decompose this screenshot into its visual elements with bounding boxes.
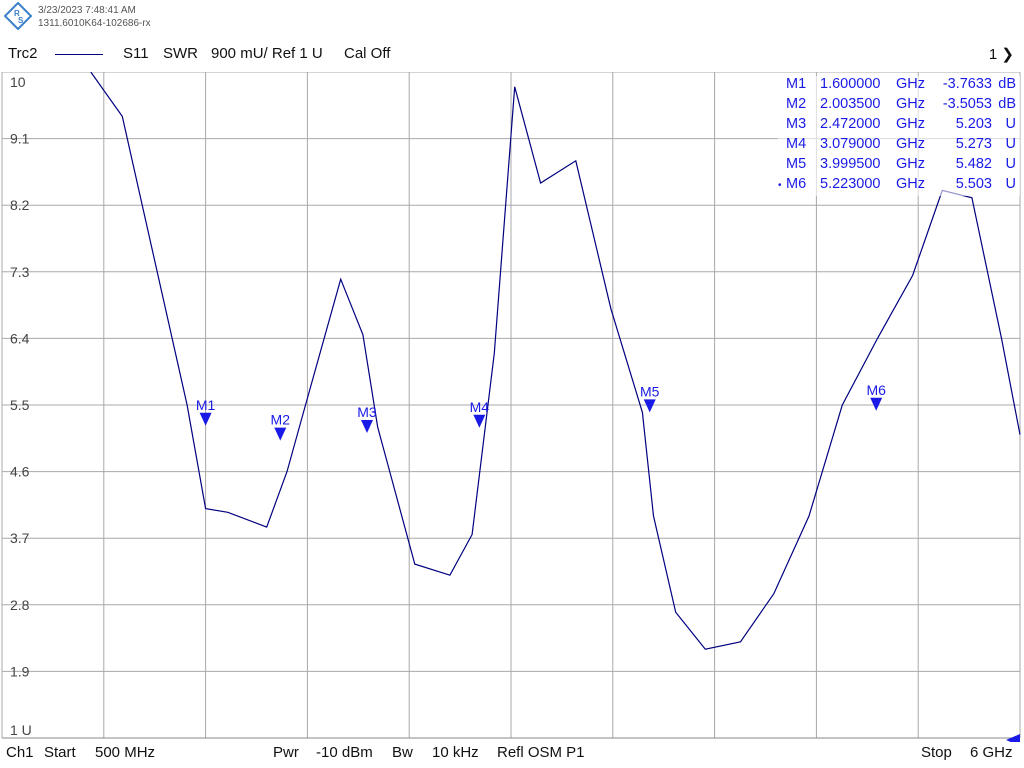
trace-parameter[interactable]: S11 (123, 45, 149, 62)
y-tick-label: 1.9 (10, 663, 30, 679)
marker-row[interactable]: M2 2.003500 GHz -3.5053 dB (778, 96, 1020, 116)
marker-name: M3 (786, 116, 807, 132)
marker-frequency-unit: GHz (896, 176, 925, 192)
timestamp: 3/23/2023 7:48:41 AM (38, 5, 136, 16)
marker-row[interactable]: M5 3.999500 GHz 5.482 U (778, 156, 1020, 176)
marker-triangle (274, 427, 287, 441)
footer-pwr-label: Pwr (273, 744, 299, 761)
marker-frequency: 5.223000 (820, 176, 881, 192)
y-tick-label: 4.6 (10, 464, 30, 480)
marker-name: M5 (786, 156, 807, 172)
rohde-schwarz-logo: R S (4, 2, 32, 30)
marker-frequency: 2.003500 (820, 96, 881, 112)
marker-value: -3.7633 (942, 76, 992, 92)
marker-name: M4 (786, 136, 807, 152)
marker-frequency-unit: GHz (896, 96, 925, 112)
y-tick-label: 5.5 (10, 397, 30, 413)
y-tick-label: 1 U (10, 722, 32, 738)
marker-value-unit: U (1005, 136, 1016, 152)
svg-text:R: R (14, 9, 20, 18)
marker-frequency: 3.999500 (820, 156, 881, 172)
marker-triangle (643, 399, 656, 413)
marker-triangle (199, 412, 212, 426)
footer-bw-label: Bw (392, 744, 413, 761)
active-marker-dot: • (778, 180, 782, 191)
y-tick-label: 9.1 (10, 131, 30, 147)
marker-value: -3.5053 (942, 96, 992, 112)
marker-label: M2 (271, 412, 291, 428)
y-tick-label: 7.3 (10, 264, 30, 280)
marker-frequency: 3.079000 (820, 136, 881, 152)
trace-scale[interactable]: 900 mU/ Ref 1 U (211, 45, 323, 62)
svg-text:S: S (18, 16, 24, 25)
footer-bw-value[interactable]: 10 kHz (432, 744, 479, 761)
footer-refl-status[interactable]: Refl OSM P1 (497, 744, 585, 761)
footer-channel[interactable]: Ch1 (6, 744, 34, 761)
marker-value: 5.503 (955, 176, 992, 192)
chart-markers: M1 M2 M3 M4 M5 M6 (196, 382, 886, 441)
marker-readout-table: M1 1.600000 GHz -3.7633 dB M2 2.003500 GHz -3.50… (778, 76, 1020, 196)
marker-row[interactable]: M3 2.472000 GHz 5.203 U (778, 116, 1020, 136)
marker-label: M1 (196, 397, 216, 413)
marker-value: 5.203 (955, 116, 992, 132)
marker-row[interactable]: M4 3.079000 GHz 5.273 U (778, 136, 1020, 156)
marker-row[interactable]: • M6 5.223000 GHz 5.503 U (778, 176, 1020, 196)
channel-footer: Ch1 Start 500 MHz Pwr -10 dBm Bw 10 kHz … (0, 744, 1024, 764)
marker-value: 5.273 (955, 136, 992, 152)
marker-name: M2 (786, 96, 807, 112)
marker-triangle (473, 414, 486, 428)
marker-value: 5.482 (955, 156, 992, 172)
marker-label: M6 (866, 382, 886, 398)
marker-frequency: 1.600000 (820, 76, 881, 92)
y-tick-label: 3.7 (10, 530, 30, 546)
marker-frequency-unit: GHz (896, 156, 925, 172)
y-tick-labels: 10 9.1 8.2 7.3 6.4 5.5 4.6 3.7 2.8 1.9 1 U (10, 74, 32, 738)
footer-start-label: Start (44, 744, 76, 761)
chevron-right-icon: ❯ (1001, 46, 1014, 63)
marker-value-unit: U (1005, 176, 1016, 192)
y-tick-label: 6.4 (10, 330, 30, 346)
trace-line (90, 72, 1021, 650)
trace-format[interactable]: SWR (163, 45, 198, 62)
y-tick-label: 8.2 (10, 197, 30, 213)
marker-frequency-unit: GHz (896, 76, 925, 92)
footer-pwr-value[interactable]: -10 dBm (316, 744, 373, 761)
marker-row[interactable]: M1 1.600000 GHz -3.7633 dB (778, 76, 1020, 96)
marker-frequency-unit: GHz (896, 116, 925, 132)
marker-triangle (360, 419, 373, 433)
marker-value-unit: U (1005, 116, 1016, 132)
trace-header: Trc2 S11 SWR 900 mU/ Ref 1 U Cal Off (0, 45, 1024, 65)
trace-name[interactable]: Trc2 (8, 45, 38, 62)
marker-name: M1 (786, 76, 807, 92)
channel-indicator[interactable]: 1 ❯ (989, 45, 1014, 63)
marker-triangle (870, 397, 883, 411)
y-tick-label: 2.8 (10, 597, 30, 613)
marker-value-unit: dB (998, 76, 1016, 92)
marker-value-unit: dB (998, 96, 1016, 112)
marker-name: M6 (786, 176, 807, 192)
y-tick-label: 10 (10, 74, 26, 90)
marker-label: M3 (357, 404, 377, 420)
instrument-serial: 1311.6010K64-102686-rx (38, 18, 151, 29)
marker-frequency-unit: GHz (896, 136, 925, 152)
trace-cal-status[interactable]: Cal Off (344, 45, 391, 62)
marker-value-unit: U (1005, 156, 1016, 172)
trace-series (90, 72, 1021, 650)
stop-edge-marker (1006, 734, 1020, 742)
trace-color-swatch (55, 54, 103, 55)
footer-stop-value[interactable]: 6 GHz (970, 744, 1013, 761)
footer-start-value[interactable]: 500 MHz (95, 744, 156, 761)
marker-label: M5 (640, 383, 660, 399)
marker-frequency: 2.472000 (820, 116, 881, 132)
channel-number: 1 (988, 46, 998, 63)
marker-label: M4 (470, 399, 490, 415)
footer-stop-label: Stop (921, 744, 952, 761)
